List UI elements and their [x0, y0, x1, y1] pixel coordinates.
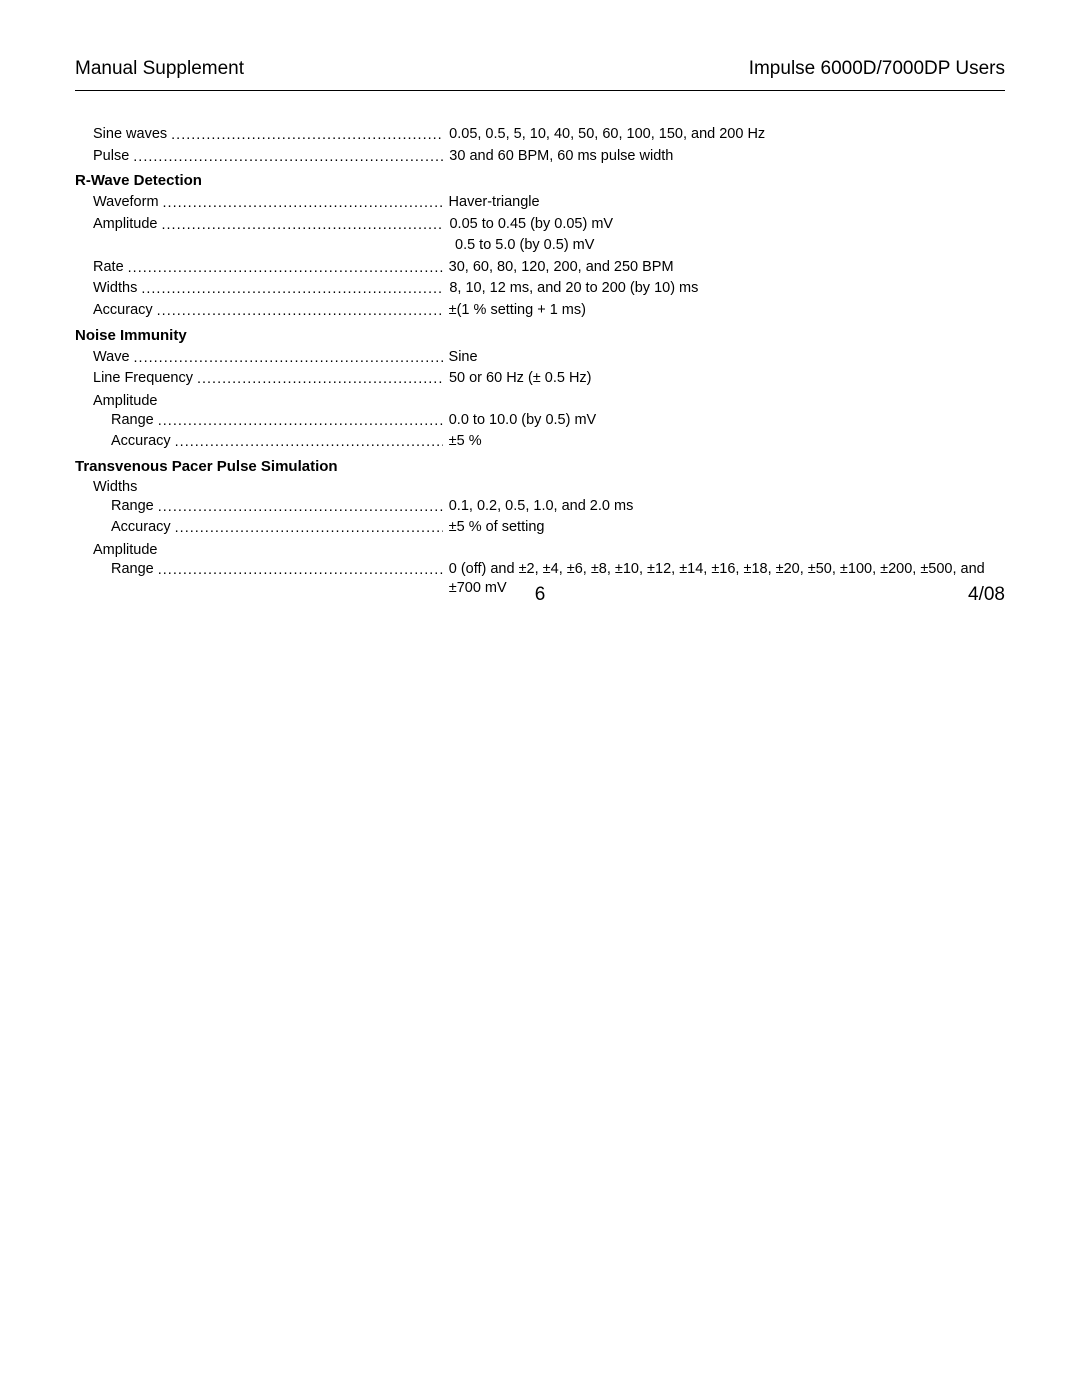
spec-row: Range...................................… — [75, 411, 1005, 431]
leader-dots: ........................................… — [134, 349, 443, 369]
spec-row: Range...................................… — [75, 497, 1005, 517]
spec-row: Sine waves..............................… — [75, 125, 1005, 145]
header-left: Manual Supplement — [75, 58, 244, 80]
spec-label: Amplitude — [93, 215, 161, 235]
leader-dots: ........................................… — [175, 519, 443, 539]
spec-label: Accuracy — [111, 518, 175, 538]
spec-row: Accuracy................................… — [75, 301, 1005, 321]
spec-label: Rate — [93, 258, 128, 278]
spec-value: 0.0 to 10.0 (by 0.5) mV — [443, 411, 1005, 431]
spec-value: ±5 % — [443, 432, 1005, 452]
spec-row: Accuracy................................… — [75, 518, 1005, 538]
leader-dots: ........................................… — [157, 302, 443, 322]
spec-value: 0.5 to 5.0 (by 0.5) mV — [455, 236, 1005, 256]
spec-row: Line Frequency..........................… — [75, 369, 1005, 389]
page-footer: 6 4/08 — [75, 584, 1005, 606]
header-rule — [75, 90, 1005, 91]
page-header: Manual Supplement Impulse 6000D/7000DP U… — [75, 58, 1005, 80]
spec-value: 30 and 60 BPM, 60 ms pulse width — [443, 147, 1005, 167]
spec-value: 8, 10, 12 ms, and 20 to 200 (by 10) ms — [443, 279, 1005, 299]
spec-row: Pulse...................................… — [75, 147, 1005, 167]
spec-label: Pulse — [93, 147, 133, 167]
spec-row: Amplitude...............................… — [75, 215, 1005, 235]
spec-value: 0.05, 0.5, 5, 10, 40, 50, 60, 100, 150, … — [443, 125, 1005, 145]
spec-label: Range — [111, 411, 158, 431]
spec-row: Wave....................................… — [75, 348, 1005, 368]
spec-row: Waveform................................… — [75, 193, 1005, 213]
spec-label: Wave — [93, 348, 134, 368]
leader-dots: ........................................… — [133, 148, 443, 168]
section-title: R-Wave Detection — [75, 172, 1005, 189]
section-title: Noise Immunity — [75, 327, 1005, 344]
leader-dots: ........................................… — [128, 259, 443, 279]
leader-dots: ........................................… — [158, 561, 443, 581]
spec-label: Range — [111, 560, 158, 580]
spec-value: Sine — [443, 348, 1005, 368]
spec-row: Accuracy................................… — [75, 432, 1005, 452]
spec-row: Rate....................................… — [75, 258, 1005, 278]
spec-value: Haver-triangle — [443, 193, 1005, 213]
spec-value: 30, 60, 80, 120, 200, and 250 BPM — [443, 258, 1005, 278]
spec-subheading: Widths — [75, 479, 1005, 495]
page: Manual Supplement Impulse 6000D/7000DP U… — [0, 0, 1080, 1397]
spec-value: ±(1 % setting + 1 ms) — [443, 301, 1005, 321]
leader-dots: ........................................… — [175, 433, 443, 453]
spec-label: Accuracy — [111, 432, 175, 452]
spec-subheading: Amplitude — [75, 542, 1005, 558]
header-right: Impulse 6000D/7000DP Users — [749, 58, 1005, 80]
spec-label: Line Frequency — [93, 369, 197, 389]
leader-dots: ........................................… — [163, 194, 443, 214]
leader-dots: ........................................… — [161, 216, 443, 236]
spec-row: Widths..................................… — [75, 279, 1005, 299]
leader-dots: ........................................… — [158, 412, 443, 432]
spec-subheading: Amplitude — [75, 393, 1005, 409]
spec-label: Sine waves — [93, 125, 171, 145]
spec-value: 50 or 60 Hz (± 0.5 Hz) — [443, 369, 1005, 389]
leader-dots: ........................................… — [197, 370, 443, 390]
spec-content: Sine waves..............................… — [75, 125, 1005, 599]
spec-label: Accuracy — [93, 301, 157, 321]
spec-label: Range — [111, 497, 158, 517]
spec-value: 0.05 to 0.45 (by 0.05) mV — [443, 215, 1005, 235]
leader-dots: ........................................… — [171, 126, 443, 146]
section-title: Transvenous Pacer Pulse Simulation — [75, 458, 1005, 475]
spec-value-continuation: 0.5 to 5.0 (by 0.5) mV — [75, 236, 1005, 256]
spec-value: ±5 % of setting — [443, 518, 1005, 538]
spec-label: Widths — [93, 279, 141, 299]
leader-dots: ........................................… — [141, 280, 443, 300]
spec-label: Waveform — [93, 193, 163, 213]
leader-dots: ........................................… — [158, 498, 443, 518]
spec-value: 0.1, 0.2, 0.5, 1.0, and 2.0 ms — [443, 497, 1005, 517]
footer-page-number: 6 — [75, 584, 1005, 606]
